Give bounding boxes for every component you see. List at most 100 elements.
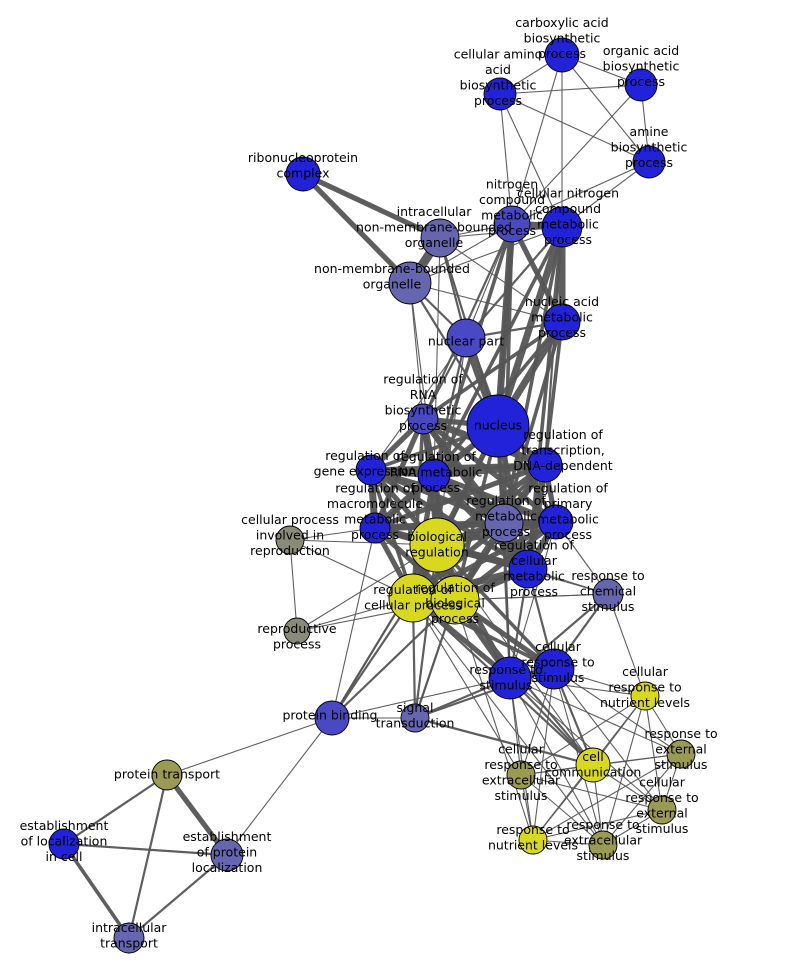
graph-edge — [509, 521, 557, 679]
graph-edge — [511, 84, 642, 225]
graph-edge — [499, 93, 513, 225]
graph-node[interactable]: regulation of metabolic process — [484, 503, 524, 543]
graph-edge — [374, 462, 546, 531]
graph-edge — [509, 677, 534, 841]
graph-node[interactable]: response to external stimulus — [666, 739, 696, 769]
graph-node[interactable]: cell communication — [575, 747, 611, 783]
graph-edge — [509, 593, 609, 679]
svg-text:response to: response to — [644, 726, 717, 741]
graph-edge — [499, 84, 642, 95]
graph-edge — [433, 237, 441, 476]
graph-edge — [509, 677, 646, 697]
graph-node[interactable]: regulation of cellular metabolic process — [508, 549, 548, 589]
graph-edge — [166, 717, 333, 776]
graph-node[interactable]: cellular amino acid biosynthetic process — [483, 77, 517, 111]
graph-node[interactable]: cellular response to stimulus — [533, 648, 575, 690]
graph-edge — [607, 593, 646, 697]
graph-node[interactable]: response to nutrient levels — [518, 825, 548, 855]
graph-node[interactable]: regulation of biological process — [430, 575, 480, 625]
svg-text:cellular process: cellular process — [241, 512, 339, 527]
graph-edge — [553, 668, 682, 755]
graph-node[interactable]: cellular nitrogen compound metabolic pro… — [541, 206, 583, 248]
graph-edge — [63, 842, 228, 857]
graph-node[interactable]: ribonucleoprotein complex — [285, 156, 321, 192]
graph-node[interactable]: protein binding — [314, 700, 350, 736]
graph-edge — [465, 226, 563, 339]
graph-edge — [511, 161, 650, 225]
graph-edge — [414, 716, 594, 767]
graph-edge — [532, 753, 682, 841]
graph-node[interactable]: reproductive process — [283, 617, 311, 645]
graph-node[interactable]: establishment of localization in cell — [48, 828, 80, 860]
graph-edge — [128, 854, 228, 939]
graph-node[interactable]: amine biosynthetic process — [632, 145, 666, 179]
graph-edge — [511, 54, 563, 225]
graph-edge — [164, 773, 230, 857]
graph-node[interactable]: cellular response to external stimulus — [647, 795, 677, 825]
graph-node[interactable]: nuclear part — [446, 318, 486, 358]
svg-text:cellular: cellular — [622, 664, 669, 679]
graph-node[interactable]: regulation of RNA biosynthetic process — [407, 403, 439, 435]
graph-edge — [553, 668, 663, 811]
graph-edge — [409, 282, 435, 476]
graph-node[interactable]: regulation of macromolecule metabolic pr… — [359, 512, 391, 544]
graph-node[interactable]: regulation of transcription, DNA-depende… — [527, 447, 563, 483]
graph-node[interactable]: response to extracellular stimulus — [588, 830, 618, 860]
edges-layer — [62, 54, 682, 940]
graph-node[interactable]: nucleus — [466, 394, 530, 458]
svg-text:regulation of: regulation of — [523, 427, 603, 442]
graph-edge — [561, 54, 650, 163]
graph-edge — [301, 172, 412, 285]
graph-node[interactable]: carboxylic acid biosynthetic process — [544, 37, 580, 73]
graph-node[interactable]: regulation of primary metabolic process — [538, 504, 574, 540]
graph-node[interactable]: cellular process involved in reproductio… — [275, 525, 305, 555]
graph-node[interactable]: non-membrane-bounded organelle — [388, 261, 432, 305]
graph-node[interactable]: regulation of RNA metabolic process — [417, 458, 451, 492]
svg-text:regulation of: regulation of — [383, 371, 463, 386]
graph-edge — [454, 599, 534, 841]
graph-edge — [331, 544, 438, 719]
graph-edge — [411, 418, 425, 599]
nodes-layer[interactable]: carboxylic acid biosynthetic process orga… — [48, 37, 696, 954]
graph-node[interactable]: biological regulation — [409, 517, 465, 573]
graph-node[interactable]: protein transport — [151, 759, 183, 791]
graph-edge — [602, 753, 682, 846]
graph-edge — [520, 695, 646, 776]
graph-edge — [532, 668, 555, 841]
graph-node[interactable]: response to chemical stimulus — [592, 578, 624, 610]
graph-edge — [520, 774, 663, 811]
graph-edge — [412, 597, 604, 846]
graph-edge — [413, 544, 439, 719]
graph-node[interactable]: intracellular transport — [113, 922, 145, 954]
svg-text:cellular nitrogen: cellular nitrogen — [517, 185, 619, 200]
svg-text:organic acid: organic acid — [603, 43, 679, 58]
graph-edge — [439, 237, 563, 323]
graph-node[interactable]: signal transduction — [400, 703, 430, 733]
graph-edge — [499, 93, 563, 228]
graph-edge — [509, 677, 604, 846]
graph-edge — [331, 599, 456, 719]
graph-edge — [496, 223, 514, 427]
graph-edge — [499, 93, 650, 163]
graph-node[interactable]: cellular response to extracellular stimu… — [506, 760, 536, 790]
graph-node[interactable]: regulation of gene expression — [355, 454, 387, 486]
graph-edge — [644, 695, 663, 811]
graph-edge — [409, 226, 563, 284]
graph-edge — [543, 321, 564, 466]
graph-node[interactable]: establishment of protein localization — [210, 838, 244, 872]
svg-text:carboxylic acid: carboxylic acid — [515, 15, 608, 30]
graph-node[interactable]: cellular response to nutrient levels — [630, 681, 660, 711]
graph-edge — [62, 842, 131, 940]
graph-edge — [226, 717, 333, 856]
graph-node[interactable]: regulation of cellular process — [388, 573, 438, 623]
graph-node[interactable]: response to stimulus — [488, 656, 532, 700]
graph-node[interactable]: nucleic acid metabolic process — [543, 303, 581, 341]
graph-edge — [602, 695, 646, 846]
graph-edge — [331, 527, 376, 719]
graph-node[interactable]: organic acid biosynthetic process — [624, 68, 658, 102]
graph-edge — [509, 677, 682, 755]
graph-node[interactable]: nitrogen compound metabolic process — [493, 205, 531, 243]
graph-node[interactable]: intracellular non-membrane-bounded organ… — [420, 218, 460, 258]
